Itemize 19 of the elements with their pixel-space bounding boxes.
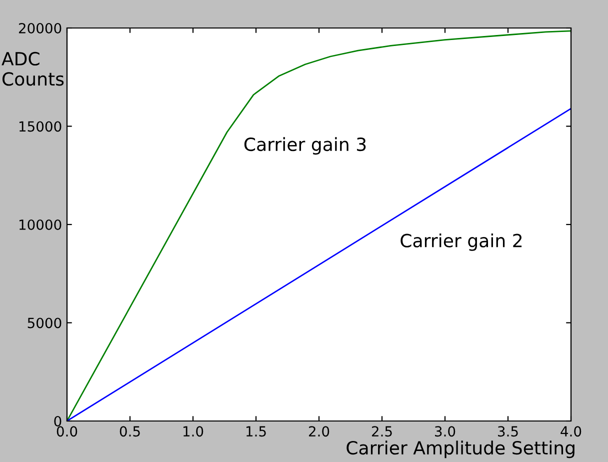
y-tick-label: 10000 bbox=[19, 219, 62, 230]
x-tick-label: 1.5 bbox=[246, 426, 266, 437]
y-tick-label: 15000 bbox=[19, 121, 62, 132]
x-tick-label: 2.0 bbox=[308, 426, 330, 437]
x-tick-label: 0.0 bbox=[56, 426, 78, 437]
x-tick-label: 3.5 bbox=[498, 426, 518, 437]
x-tick-label: 1.0 bbox=[183, 426, 204, 437]
x-tick-label: 3.0 bbox=[435, 426, 456, 437]
y-tick-label: 5000 bbox=[28, 318, 62, 328]
line-series bbox=[67, 30, 571, 421]
y-tick-label: 0 bbox=[54, 416, 62, 426]
x-tick-label: 2.5 bbox=[372, 426, 392, 437]
series-label: Carrier gain 3 bbox=[244, 137, 366, 155]
x-tick-label: 0.5 bbox=[120, 426, 140, 437]
x-tick-label: 4.0 bbox=[560, 426, 582, 437]
y-tick-label: 20000 bbox=[18, 22, 62, 34]
x-axis-title: Carrier Amplitude Setting bbox=[346, 440, 574, 458]
y-axis-title: ADC Counts bbox=[2, 52, 64, 86]
series-label: Carrier gain 2 bbox=[400, 233, 522, 251]
